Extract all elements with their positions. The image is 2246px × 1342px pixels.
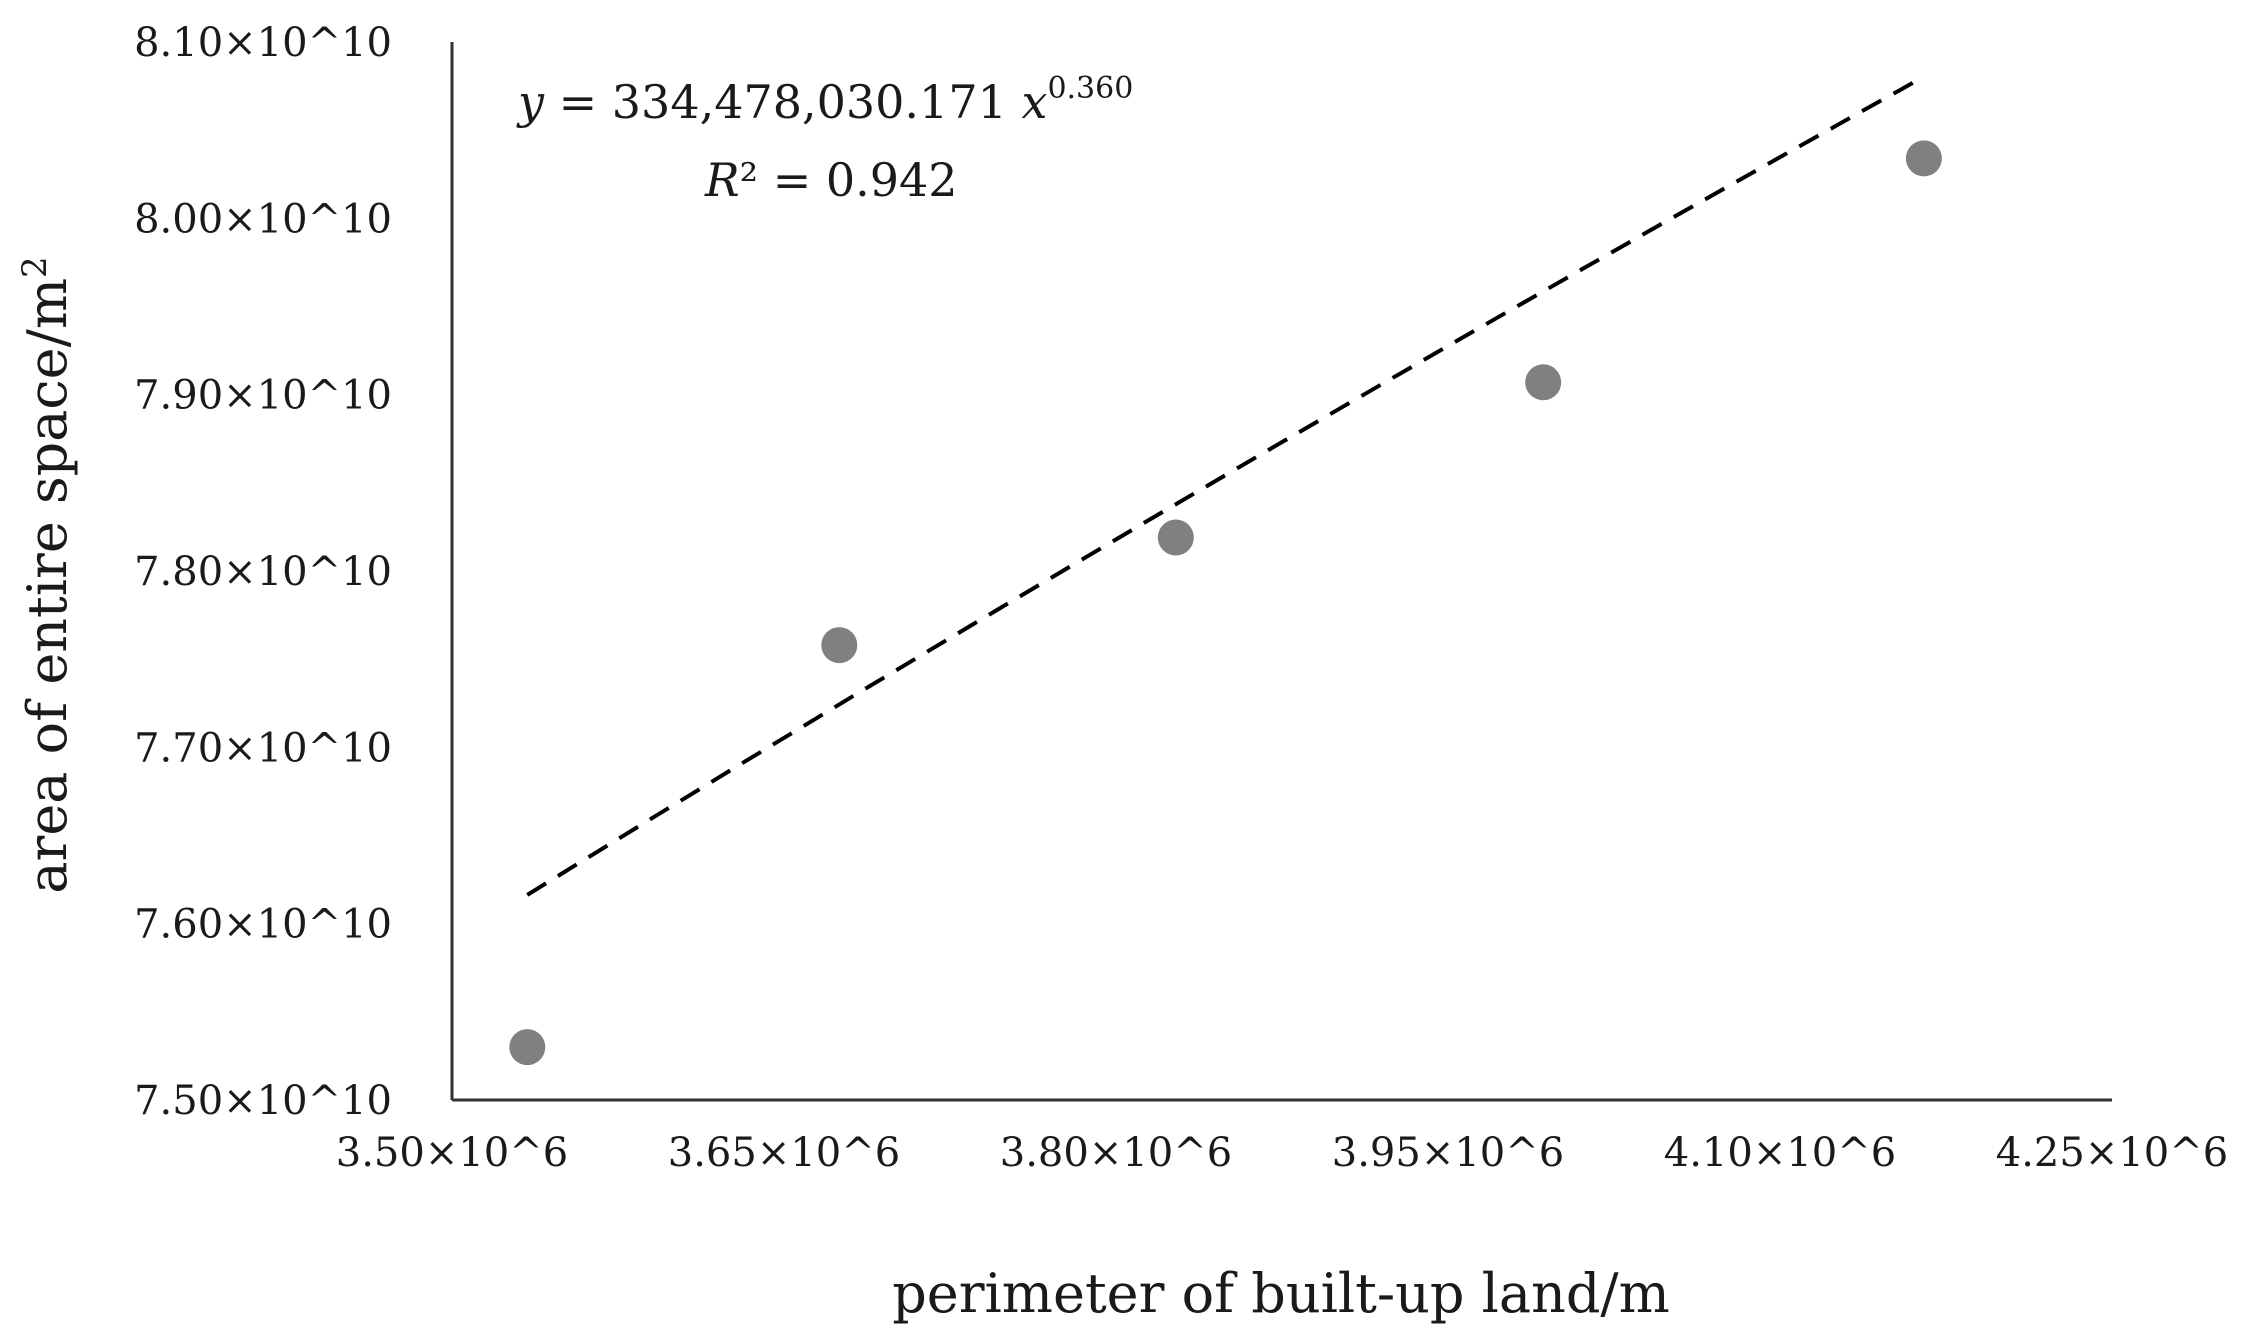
y-tick-label: 7.70×10^10 bbox=[134, 725, 392, 771]
data-points bbox=[509, 140, 1942, 1066]
x-tick-label: 4.10×10^6 bbox=[1664, 1130, 1896, 1176]
x-tick-labels: 3.50×10^6 3.65×10^6 3.80×10^6 3.95×10^6 4.10… bbox=[336, 1130, 2228, 1176]
equation-x: x bbox=[1021, 75, 1047, 129]
x-tick-label: 3.50×10^6 bbox=[336, 1130, 568, 1176]
y-tick-label: 7.80×10^10 bbox=[134, 549, 392, 595]
y-tick-label: 7.60×10^10 bbox=[134, 902, 392, 948]
x-axis-title: perimeter of built-up land/m bbox=[892, 1262, 1670, 1325]
equation-y: y bbox=[516, 75, 545, 129]
x-tick-label: 3.95×10^6 bbox=[1332, 1130, 1564, 1176]
x-tick-label: 3.80×10^6 bbox=[1000, 1130, 1232, 1176]
y-axis-title-superscript: 2 bbox=[15, 256, 55, 278]
x-tick-label: 3.65×10^6 bbox=[668, 1130, 900, 1176]
data-point bbox=[1905, 140, 1942, 177]
equation-body: = 334,478,030.171 bbox=[544, 75, 1021, 129]
trendline-equation: y = 334,478,030.171 x0.360 bbox=[516, 71, 1133, 129]
y-tick-label: 7.90×10^10 bbox=[134, 373, 392, 419]
y-tick-label: 7.50×10^10 bbox=[134, 1078, 392, 1124]
y-tick-label: 8.10×10^10 bbox=[134, 20, 392, 66]
axes bbox=[450, 42, 2112, 1102]
data-point bbox=[1157, 519, 1194, 556]
r-squared-label: R² = 0.942 bbox=[704, 153, 958, 207]
r2-value: ² = 0.942 bbox=[740, 153, 958, 207]
data-point bbox=[1525, 364, 1562, 401]
power-trendline bbox=[526, 74, 1925, 897]
y-axis-title: area of entire space/m2 bbox=[15, 256, 79, 893]
equation-exponent: 0.360 bbox=[1047, 71, 1133, 106]
r2-symbol: R bbox=[704, 153, 740, 207]
data-point bbox=[509, 1029, 546, 1066]
y-tick-label: 8.00×10^10 bbox=[134, 196, 392, 242]
y-axis-title-text: area of entire space/m bbox=[16, 278, 79, 894]
y-tick-labels: 8.10×10^10 8.00×10^10 7.90×10^10 7.80×10^10… bbox=[134, 20, 392, 1124]
data-point bbox=[821, 627, 858, 664]
x-tick-label: 4.25×10^6 bbox=[1996, 1130, 2228, 1176]
